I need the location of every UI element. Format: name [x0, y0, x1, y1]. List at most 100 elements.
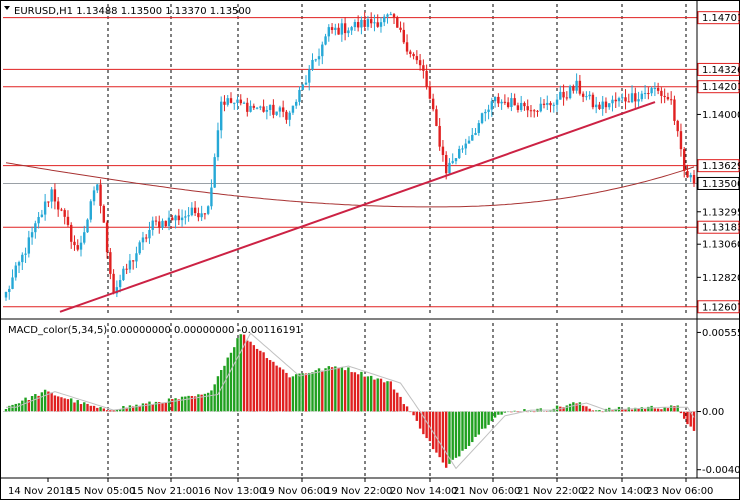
- candle-body: [321, 44, 324, 57]
- dropdown-triangle-icon[interactable]: [4, 6, 10, 10]
- candle-body: [402, 29, 406, 43]
- macd-bar: [151, 404, 154, 412]
- macd-bar: [490, 411, 494, 422]
- macd-bar: [480, 411, 484, 429]
- macd-bar: [669, 405, 673, 412]
- candle-body: [210, 187, 213, 207]
- candle-body: [594, 104, 598, 108]
- candle-body: [294, 101, 298, 106]
- macd-bar: [366, 376, 370, 412]
- macd-bar: [223, 365, 226, 412]
- candle-body: [347, 30, 350, 34]
- horizontal-levels: [3, 17, 697, 308]
- macd-bar: [200, 394, 203, 412]
- macd-bar: [562, 407, 565, 412]
- candle-body: [676, 120, 679, 132]
- macd-bar: [27, 400, 31, 412]
- candle-body: [131, 260, 135, 262]
- candle-body: [197, 213, 200, 218]
- macd-bar: [125, 407, 128, 412]
- macd-bar: [588, 408, 591, 412]
- macd-bar: [288, 377, 291, 412]
- candle-body: [360, 19, 363, 28]
- candle-body: [167, 217, 171, 227]
- macd-bar: [383, 382, 386, 412]
- candle-body: [474, 132, 477, 135]
- macd-bar: [415, 411, 419, 421]
- macd-bar: [454, 411, 458, 458]
- candle-body: [8, 288, 11, 292]
- candle-body: [291, 105, 295, 113]
- candle-body: [581, 93, 585, 97]
- candle-body: [60, 209, 63, 211]
- macd-bar: [275, 365, 278, 412]
- macd-bar: [135, 404, 138, 412]
- candle-body: [386, 14, 389, 17]
- macd-bar: [441, 411, 445, 463]
- candle-body: [285, 111, 288, 120]
- candle-body: [467, 140, 471, 144]
- candle-body: [27, 237, 31, 254]
- macd-bar: [8, 405, 11, 412]
- macd-bar: [171, 399, 174, 412]
- macd-bar: [591, 410, 595, 412]
- time-tick-label: 19 Nov 22:00: [325, 486, 392, 497]
- macd-bar: [158, 402, 161, 412]
- candle-body: [350, 27, 353, 31]
- candle-body: [373, 22, 376, 24]
- time-tick-label: 22 Nov 14:00: [582, 486, 649, 497]
- candle-body: [187, 215, 190, 217]
- candle-body: [425, 70, 428, 87]
- candle-body: [513, 98, 516, 106]
- level-price-tag: [697, 159, 740, 173]
- candle-body: [692, 174, 696, 184]
- candle-body: [174, 215, 177, 221]
- candle-body: [83, 232, 86, 243]
- macd-bar: [252, 345, 256, 412]
- macd-bar: [210, 390, 213, 412]
- macd-bar: [220, 370, 223, 412]
- time-tick-label: 15 Nov 21:00: [131, 486, 198, 497]
- candle-body: [471, 134, 474, 141]
- candle-body: [396, 17, 399, 28]
- macd-bar: [448, 411, 451, 464]
- macd-bar: [637, 408, 640, 412]
- macd-bar: [34, 394, 37, 412]
- candle-body: [529, 110, 533, 112]
- candle-body: [630, 93, 634, 103]
- time-tick-label: 20 Nov 14:00: [390, 486, 457, 497]
- candle-body: [490, 101, 494, 110]
- candle-body: [161, 220, 164, 228]
- candle-body: [327, 27, 331, 37]
- macd-bar: [131, 406, 135, 412]
- macd-bar: [650, 405, 653, 412]
- candle-body: [138, 242, 141, 254]
- candle-body: [647, 93, 650, 95]
- candle-body: [673, 99, 676, 121]
- macd-bar: [246, 340, 249, 412]
- candle-body: [43, 201, 47, 215]
- price-tick-label: 1.12607: [702, 302, 740, 313]
- macd-bar: [399, 396, 402, 412]
- macd-bar: [676, 405, 679, 412]
- candle-body: [666, 97, 670, 100]
- candle-body: [109, 252, 112, 274]
- support-trendline[interactable]: [59, 101, 656, 313]
- macd-bar: [184, 396, 187, 412]
- price-tick-label: 1.13183: [702, 223, 740, 234]
- candle-body: [497, 96, 500, 104]
- macd-bar: [17, 403, 21, 412]
- macd-bar: [11, 404, 14, 412]
- macd-bar: [422, 411, 425, 435]
- macd-bar: [161, 402, 164, 412]
- macd-signal-line: [6, 332, 695, 470]
- candle-body: [314, 59, 317, 61]
- macd-bar: [317, 368, 321, 412]
- macd-bar: [330, 367, 334, 412]
- candle-body: [275, 111, 278, 115]
- candle-body: [454, 158, 458, 162]
- macd-bar: [145, 403, 148, 412]
- candle-body: [415, 56, 419, 61]
